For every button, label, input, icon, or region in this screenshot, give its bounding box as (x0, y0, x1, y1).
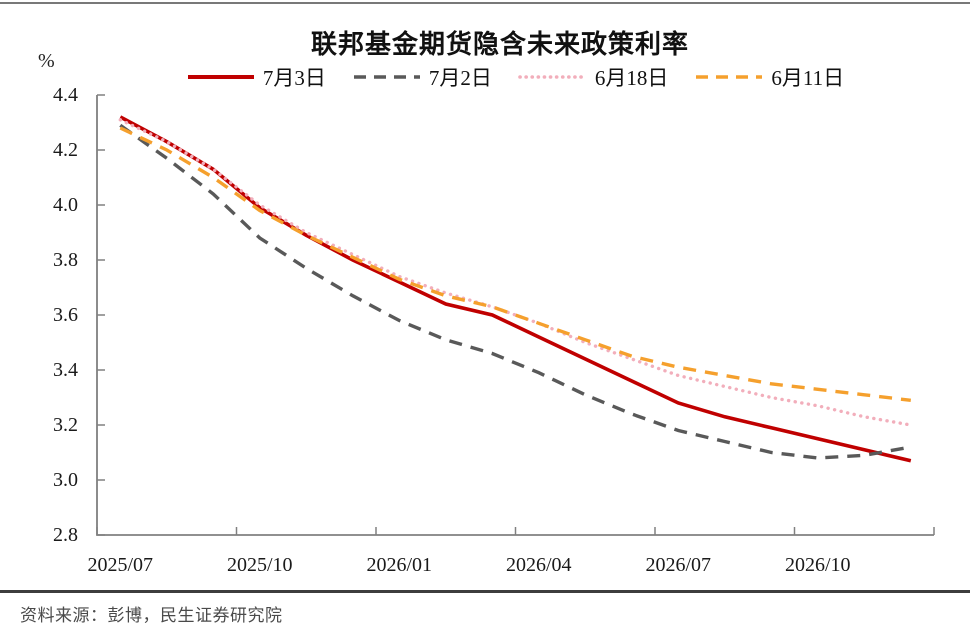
legend-label: 6月11日 (771, 66, 845, 90)
legend-line-swatch (696, 75, 763, 79)
legend-item-3: 6月18日 (518, 62, 669, 92)
legend-line-swatch (187, 75, 254, 79)
x-axis-tick-label: 2026/10 (784, 554, 851, 576)
source-note: 资料来源：彭博，民生证券研究院 (20, 606, 283, 625)
legend-line-swatch (353, 75, 420, 79)
chart-title: 联邦基金期货隐含未来政策利率 (310, 30, 689, 59)
top-border-line (0, 2, 970, 4)
y-axis-tick-label: 3.6 (53, 304, 78, 326)
y-axis-tick-label: 2.8 (53, 524, 78, 546)
legend-item-1: 7月3日 (186, 62, 326, 92)
footer-divider-line (0, 590, 970, 593)
legend-item-4: 6月11日 (694, 62, 844, 92)
y-axis-tick-label: 3.4 (53, 359, 78, 381)
chart-legend: 7月3日 7月2日 6月18日 6月11日 (60, 62, 970, 92)
x-axis-tick-label: 2025/10 (226, 554, 293, 576)
x-axis-tick-label: 2026/04 (505, 554, 572, 576)
series-line-4 (119, 126, 911, 402)
y-axis-tick-label: 3.0 (53, 469, 78, 491)
x-axis-tick-label: 2026/01 (366, 554, 433, 576)
y-axis-tick-label: 4.0 (53, 194, 78, 216)
y-axis-tick-label: 3.8 (53, 249, 78, 271)
legend-label: 6月18日 (594, 66, 669, 90)
series-line-2 (119, 123, 912, 460)
y-axis-tick-label: 4.4 (53, 84, 78, 106)
series-line-3 (118, 118, 913, 427)
legend-label: 7月2日 (428, 66, 492, 90)
y-axis-unit-label: % (38, 50, 55, 72)
x-axis-tick-label: 2025/07 (87, 554, 154, 576)
y-axis-tick-label: 3.2 (53, 414, 78, 436)
legend-line-swatch (518, 75, 588, 79)
y-axis-tick-label: 4.2 (53, 139, 78, 161)
legend-label: 7月3日 (262, 66, 326, 90)
legend-item-2: 7月2日 (352, 62, 492, 92)
x-axis-tick-label: 2026/07 (645, 554, 712, 576)
series-line-1 (119, 115, 912, 463)
